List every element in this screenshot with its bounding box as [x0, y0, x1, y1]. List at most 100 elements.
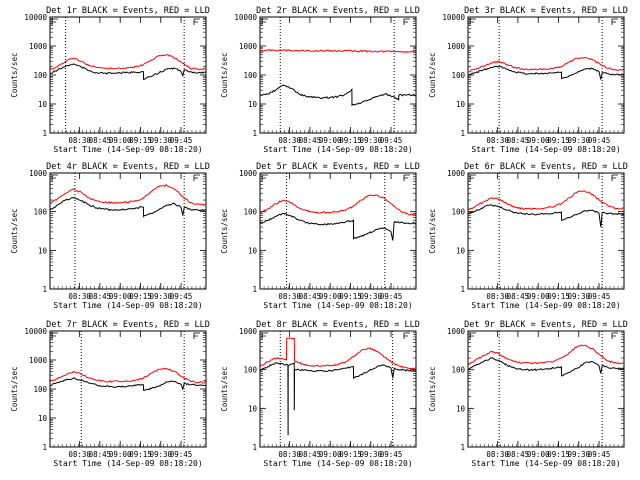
x-axis-label: Start Time (14-Sep-09 08:18:20): [53, 459, 202, 468]
panel-title: Det 6r BLACK = Events, RED = LLD: [464, 162, 628, 172]
y-tick-label: 1000: [447, 327, 466, 336]
x-tick-label: 08:45: [507, 450, 530, 459]
x-tick-label: 09:30: [149, 292, 172, 301]
lld-series-line: [467, 56, 625, 73]
panel-title: Det 7r BLACK = Events, RED = LLD: [46, 320, 210, 330]
panel-title: Det 1r BLACK = Events, RED = LLD: [46, 6, 210, 16]
y-tick-label: 10: [38, 414, 48, 423]
x-tick-label: 09:45: [588, 292, 611, 301]
x-tick-label: 08:30: [486, 450, 509, 459]
y-tick-label: 1000: [239, 169, 258, 178]
y-tick-label: 1: [252, 443, 257, 452]
x-tick-label: 09:45: [380, 136, 403, 145]
x-tick-label: 08:45: [89, 450, 112, 459]
x-tick-label: 08:30: [278, 292, 301, 301]
y-tick-label: 10: [248, 404, 258, 413]
x-tick-label: 08:30: [278, 136, 301, 145]
x-tick-label: 08:45: [507, 292, 530, 301]
lld-series-line: [259, 194, 417, 216]
x-tick-label: 09:30: [149, 450, 172, 459]
events-series-line: [49, 63, 207, 81]
x-tick-label: 08:45: [299, 292, 322, 301]
y-tick-label: 10: [456, 404, 466, 413]
panel-grid: Det 1r BLACK = Events, RED = LLD10000100…: [10, 6, 628, 468]
y-axis-label: Counts/sec: [220, 366, 229, 411]
y-axis-label: Counts/sec: [428, 208, 437, 253]
y-tick-label: 10: [456, 100, 466, 109]
x-tick-label: 08:45: [299, 136, 322, 145]
x-tick-label: 09:45: [380, 450, 403, 459]
x-tick-label: 08:30: [68, 450, 91, 459]
x-axis-label: Start Time (14-Sep-09 08:18:20): [471, 145, 620, 154]
panel-title: Det 3r BLACK = Events, RED = LLD: [464, 6, 628, 16]
x-axis-label: Start Time (14-Sep-09 08:18:20): [53, 301, 202, 310]
events-series-line: [467, 65, 625, 80]
events-series-line: [49, 377, 207, 391]
plot-frame: [259, 172, 417, 290]
y-tick-label: 1: [42, 285, 47, 294]
y-tick-label: 100: [243, 366, 257, 375]
y-tick-label: 10: [38, 100, 48, 109]
y-tick-label: 100: [243, 208, 257, 217]
y-tick-label: 100: [243, 71, 257, 80]
y-tick-label: 1: [42, 443, 47, 452]
corner-mark: [611, 18, 618, 25]
detector-panel-1: Det 1r BLACK = Events, RED = LLD10000100…: [10, 6, 210, 154]
x-tick-label: 09:15: [129, 450, 152, 459]
plot-frame: [49, 172, 207, 290]
y-tick-label: 10000: [24, 13, 47, 22]
x-tick-label: 09:45: [170, 450, 193, 459]
corner-mark: [403, 18, 410, 25]
y-tick-label: 100: [451, 208, 465, 217]
y-tick-label: 1: [42, 129, 47, 138]
x-axis-label: Start Time (14-Sep-09 08:18:20): [263, 459, 412, 468]
y-axis-label: Counts/sec: [10, 52, 19, 97]
panel-title: Det 2r BLACK = Events, RED = LLD: [256, 6, 420, 16]
y-tick-label: 10000: [442, 13, 465, 22]
y-tick-label: 100: [33, 71, 47, 80]
y-tick-label: 100: [451, 366, 465, 375]
x-tick-label: 08:45: [89, 136, 112, 145]
y-tick-label: 1000: [239, 327, 258, 336]
plot-frame: [467, 172, 625, 290]
x-tick-label: 09:30: [149, 136, 172, 145]
x-tick-label: 09:15: [129, 292, 152, 301]
x-tick-label: 08:30: [68, 136, 91, 145]
y-tick-label: 100: [33, 208, 47, 217]
x-tick-label: 09:30: [567, 136, 590, 145]
y-tick-label: 1000: [239, 42, 258, 51]
x-tick-label: 09:00: [319, 450, 342, 459]
y-tick-label: 10: [248, 100, 258, 109]
panel-title: Det 9r BLACK = Events, RED = LLD: [464, 320, 628, 330]
y-axis-label: Counts/sec: [428, 52, 437, 97]
x-axis-label: Start Time (14-Sep-09 08:18:20): [263, 301, 412, 310]
x-tick-label: 09:30: [567, 292, 590, 301]
lld-series-line: [49, 54, 207, 71]
corner-mark: [611, 332, 618, 339]
x-axis-label: Start Time (14-Sep-09 08:18:20): [471, 301, 620, 310]
corner-mark: [193, 18, 200, 25]
y-tick-label: 1000: [29, 169, 48, 178]
x-tick-label: 08:30: [486, 136, 509, 145]
y-axis-label: Counts/sec: [220, 208, 229, 253]
x-tick-label: 09:15: [547, 136, 570, 145]
panel-title: Det 4r BLACK = Events, RED = LLD: [46, 162, 210, 172]
y-tick-label: 100: [33, 385, 47, 394]
corner-mark: [193, 174, 200, 181]
lld-series-line: [49, 184, 207, 206]
events-series-line: [259, 361, 417, 436]
lld-series-line: [467, 344, 625, 366]
plot-frame: [467, 330, 625, 448]
detector-panel-3: Det 3r BLACK = Events, RED = LLD10000100…: [428, 6, 628, 154]
y-tick-label: 1000: [29, 356, 48, 365]
x-tick-label: 09:00: [109, 450, 132, 459]
x-tick-label: 09:30: [359, 292, 382, 301]
lld-series-line: [259, 48, 417, 53]
y-tick-label: 1000: [447, 42, 466, 51]
y-tick-label: 100: [451, 71, 465, 80]
y-axis-label: Counts/sec: [428, 366, 437, 411]
